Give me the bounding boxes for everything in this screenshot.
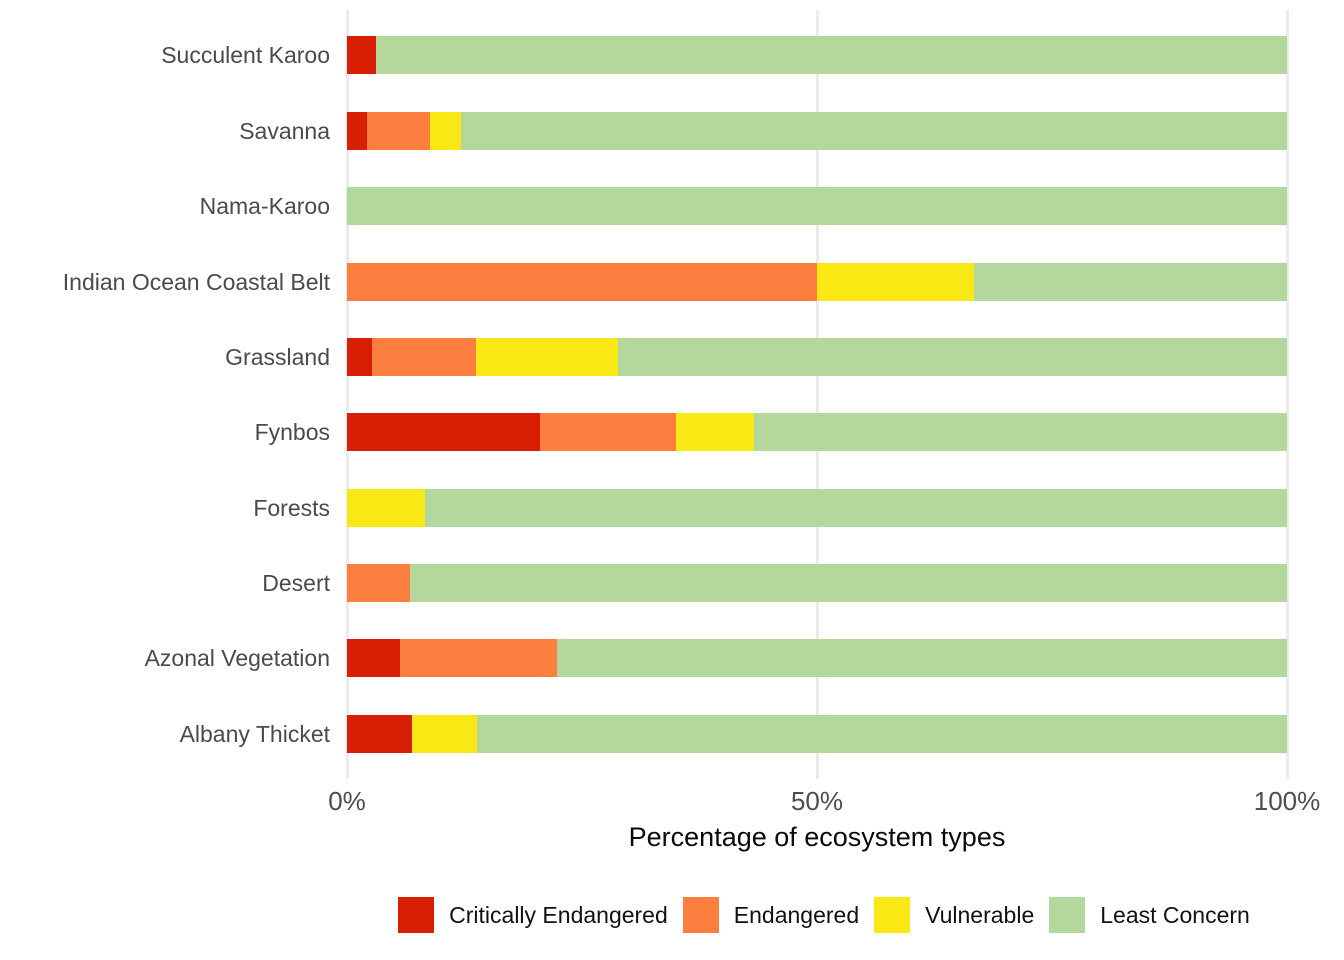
legend-swatch-icon [1049,897,1086,933]
bar-row [347,639,1287,678]
legend-swatch-icon [874,897,911,933]
bar-segment [475,337,618,376]
legend-label: Critically Endangered [449,901,668,928]
bar-segment [347,337,373,376]
legend-swatch-icon [682,897,719,933]
y-axis-label: Savanna [239,117,330,144]
bar-segment [425,488,1287,527]
bar-segment [754,413,1287,452]
bar-row [347,337,1287,376]
bar-segment [347,111,367,150]
bar-segment [409,563,1287,602]
legend-label: Least Concern [1100,901,1250,928]
gridline-100% [1285,10,1289,779]
bar-row [347,187,1287,226]
gridline-50% [815,10,819,779]
bar-row [347,563,1287,602]
bar-segment [347,714,412,753]
bar-segment [973,262,1287,301]
bar-row [347,262,1287,301]
bar-segment [347,563,410,602]
legend-label: Endangered [733,901,860,928]
legend-item: Vulnerable [874,897,1034,933]
gridline-0% [345,10,349,779]
bar-segment [476,714,1287,753]
legend-item: Least Concern [1049,897,1250,933]
bar-row [347,413,1287,452]
bar-segment [675,413,754,452]
bar-segment [817,262,974,301]
bar-segment [347,413,540,452]
legend-swatch-icon [398,897,435,933]
bar-segment [366,111,430,150]
bar-row [347,111,1287,150]
x-axis-tick-label: 0% [328,786,366,816]
bar-segment [617,337,1287,376]
legend-item: Critically Endangered [398,897,668,933]
y-axis-label: Fynbos [254,419,330,446]
bar-segment [376,36,1287,75]
bar-segment [347,488,426,527]
bar-segment [556,639,1287,678]
bar-segment [399,639,557,678]
bar-segment [539,413,676,452]
legend: Critically Endangered Endangered Vulnerabl… [347,897,1301,933]
y-axis-label: Forests [253,494,330,521]
x-axis-tick-label: 50% [790,786,844,816]
y-axis-label: Azonal Vegetation [144,645,330,672]
legend-item: Endangered [682,897,860,933]
bar-segment [347,639,400,678]
bar-segment [347,262,817,301]
x-axis-title: Percentage of ecosystem types [628,822,1006,852]
bar-row [347,488,1287,527]
y-axis-label: Desert [262,569,330,596]
x-axis-tick-label: 100% [1253,786,1321,816]
y-axis-label: Nama-Karoo [199,193,330,220]
y-axis-label: Succulent Karoo [161,42,330,69]
y-axis-label: Indian Ocean Coastal Belt [62,268,330,295]
bar-segment [411,714,477,753]
y-axis-label: Grassland [225,343,330,370]
bar-segment [372,337,476,376]
bar-segment [460,111,1287,150]
legend-label: Vulnerable [925,901,1035,928]
bar-row [347,36,1287,75]
bar-segment [347,36,377,75]
bar-row [347,714,1287,753]
bar-segment [429,111,461,150]
y-axis-label: Albany Thicket [179,720,330,747]
bar-segment [347,187,1287,226]
